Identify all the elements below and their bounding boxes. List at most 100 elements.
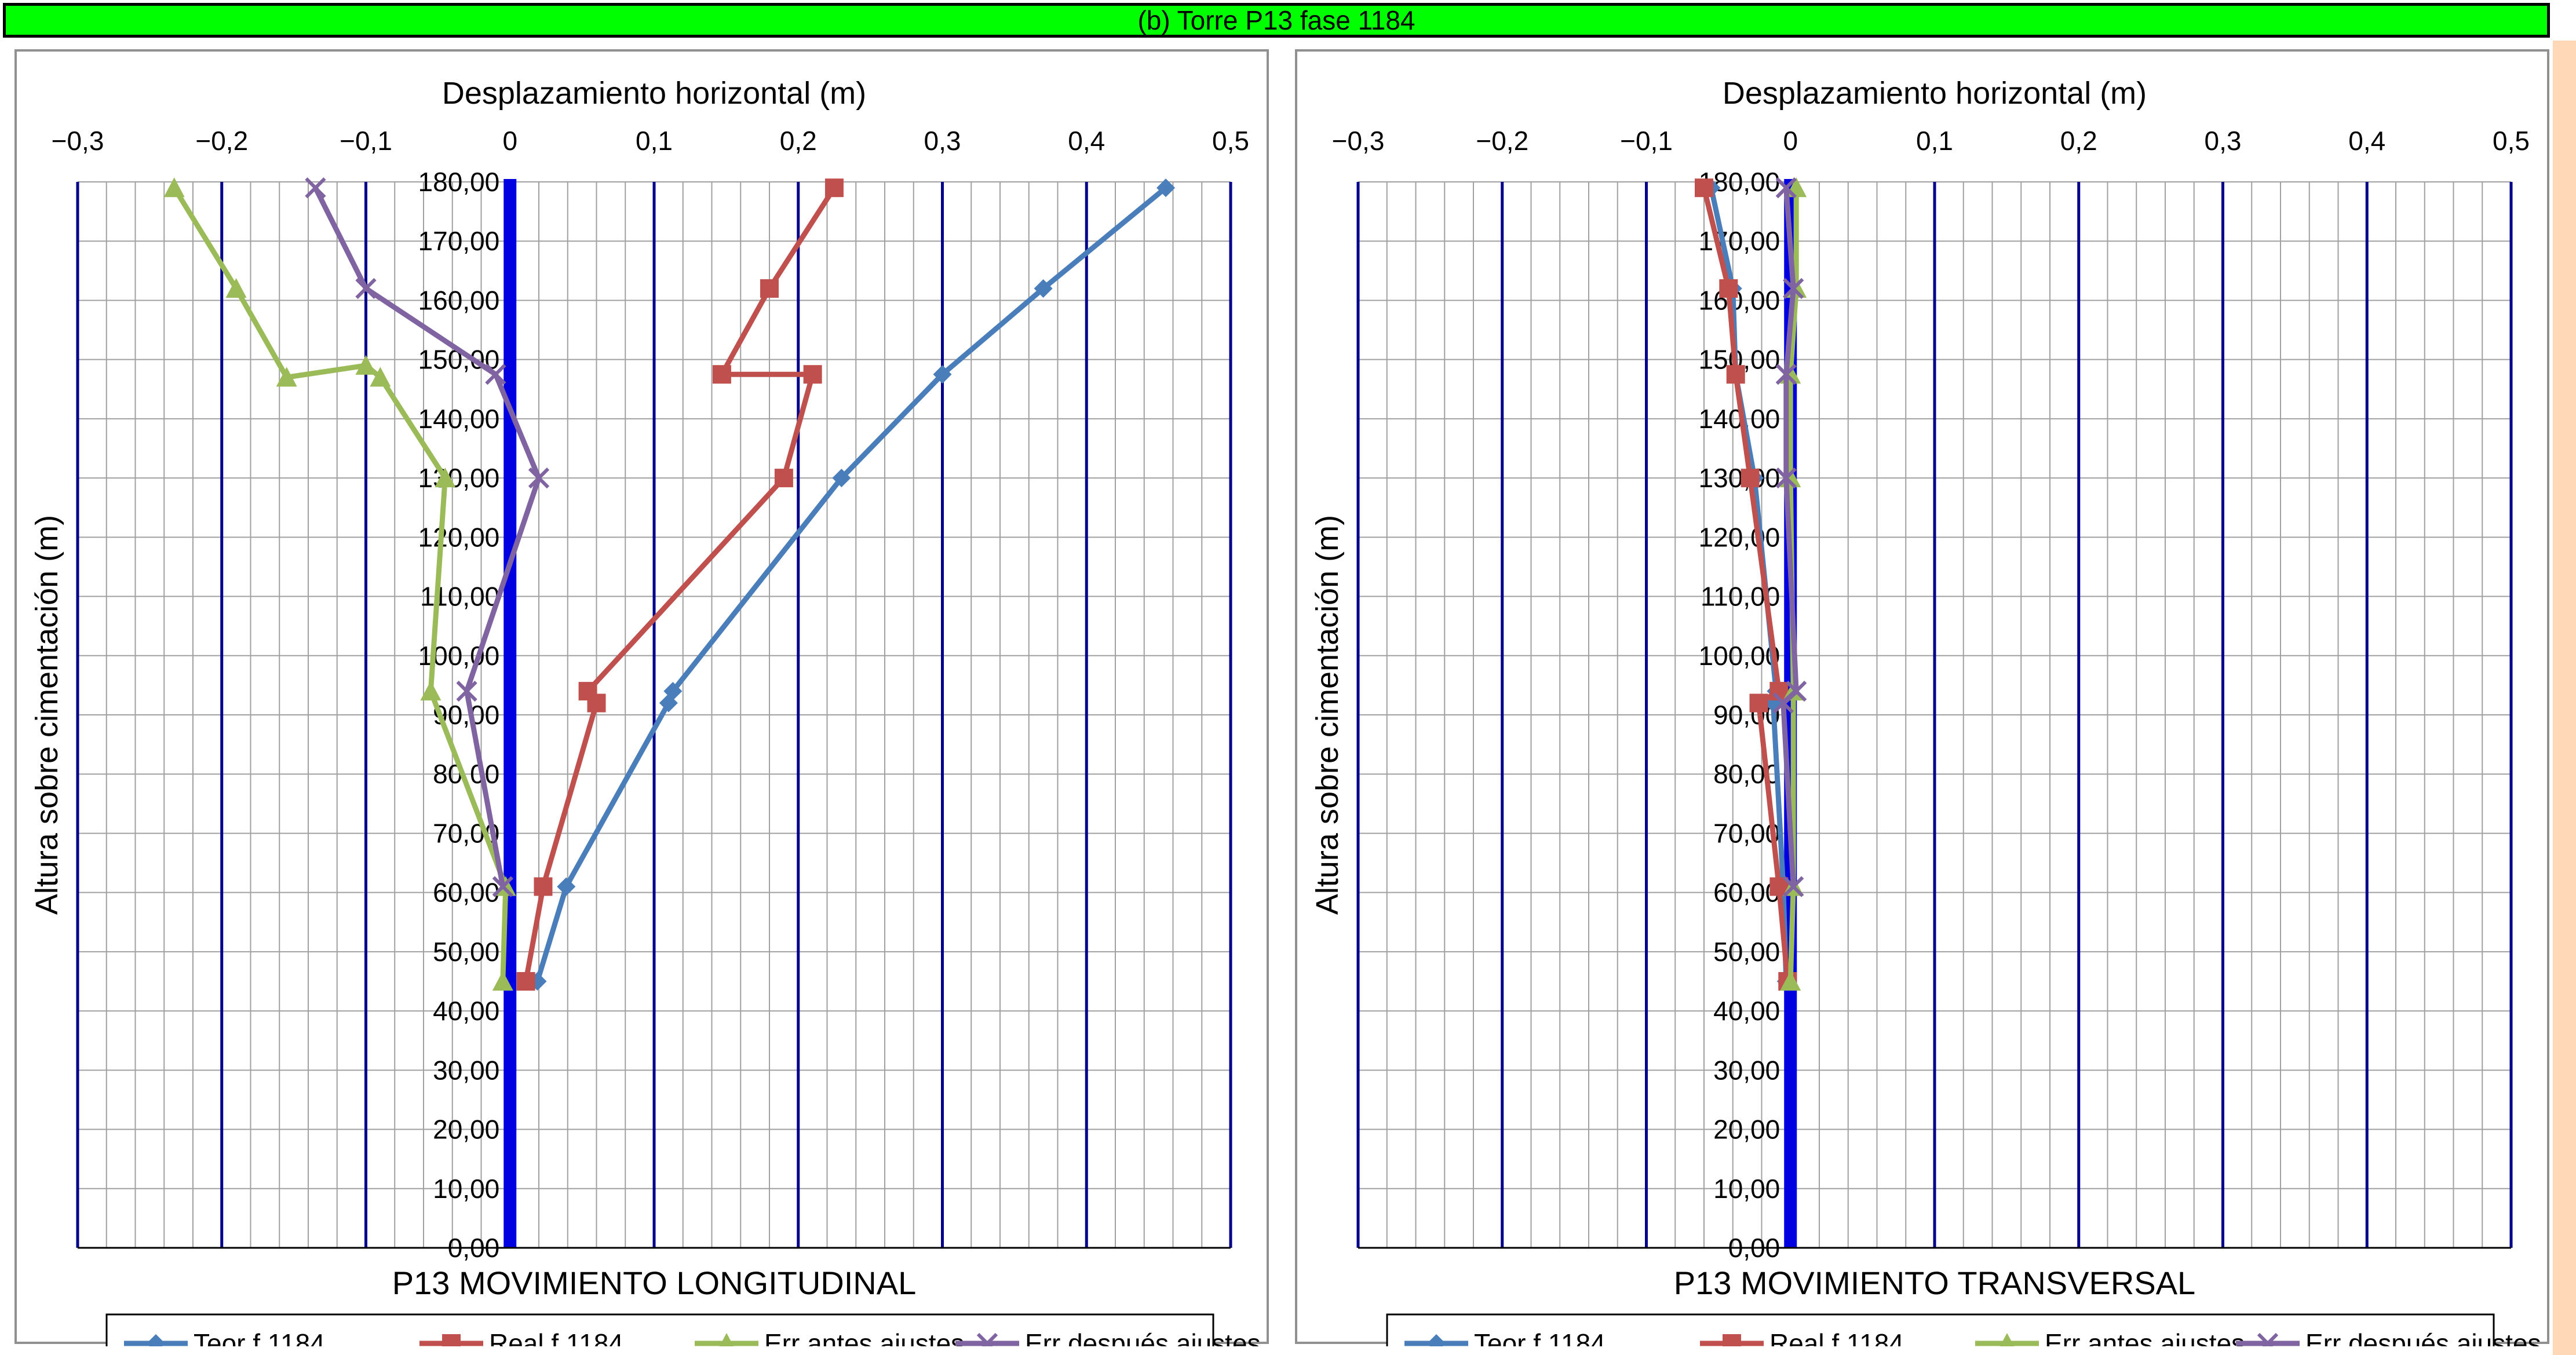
series-0	[528, 178, 1176, 991]
y-axis-label: Altura sobre cimentación (m)	[1310, 515, 1345, 915]
data-point	[163, 177, 185, 198]
data-point	[1719, 279, 1738, 298]
y-tick-label: 0,00	[448, 1233, 500, 1263]
y-tick-labels: 0,0010,0020,0030,0040,0050,0060,0070,008…	[418, 167, 500, 1263]
legend-label: Err después ajustes	[1025, 1328, 1261, 1346]
legend-label: Real f 1184	[489, 1328, 623, 1346]
data-point	[824, 178, 844, 198]
data-point	[1726, 365, 1745, 384]
data-point	[492, 876, 513, 897]
data-point	[719, 1333, 734, 1346]
data-point	[1783, 277, 1804, 300]
chart-panel-transversal: −0,3 −0,2 −0,1 0 0,1 0,2 0,3 0,4 0,5 0,00 10,00 20,…	[1295, 49, 2549, 1346]
legend-box	[1386, 1313, 2495, 1346]
data-point	[355, 355, 377, 375]
y-tick-label: 110,00	[420, 582, 499, 612]
x-tick-label: −0,2	[1476, 126, 1528, 156]
data-point	[1780, 971, 1801, 991]
data-point	[1749, 693, 1768, 713]
data-point	[1695, 178, 1713, 198]
legend-label: Real f 1184	[1769, 1328, 1904, 1346]
x-tick-label: −0,1	[1620, 126, 1673, 156]
series-line	[1701, 187, 1790, 982]
series-line	[523, 186, 837, 982]
data-point	[1775, 364, 1797, 385]
series-1	[516, 178, 844, 991]
x-tick-labels: −0,3 −0,2 −0,1 0 0,1 0,2 0,3 0,4 0,5	[52, 126, 1249, 156]
data-point	[225, 278, 247, 298]
series-line	[535, 185, 1167, 983]
legend-label: Err después ajustes	[2305, 1328, 2541, 1346]
data-point	[1999, 1333, 2015, 1346]
y-tick-label: 130,00	[1699, 463, 1780, 493]
y-tick-label: 60,00	[433, 878, 499, 908]
data-point	[1775, 467, 1797, 489]
data-point	[976, 1332, 998, 1346]
data-point	[1786, 680, 1807, 702]
data-point	[534, 877, 553, 896]
data-point	[516, 972, 535, 991]
x-tick-label: −0,3	[52, 126, 104, 156]
legend-label: Err antes ajustes	[764, 1328, 964, 1346]
chart-panel-longitudinal: −0,3 −0,2 −0,1 0 0,1 0,2 0,3 0,4 0,5 0,00 10,00 20,…	[14, 49, 1269, 1346]
x-tick-label: 0,1	[1916, 126, 1953, 156]
data-point	[1741, 469, 1760, 488]
series-line	[313, 187, 542, 887]
x-tick-labels: −0,3 −0,2 −0,1 0 0,1 0,2 0,3 0,4 0,5	[1332, 126, 2530, 156]
chart-title: P13 MOVIMIENTO LONGITUDINAL	[392, 1265, 916, 1301]
data-point	[370, 367, 391, 387]
y-tick-label: 30,00	[433, 1055, 499, 1085]
x-tick-label: 0	[1783, 126, 1798, 156]
data-point	[557, 877, 576, 896]
data-point	[528, 467, 550, 489]
legend: Teor f 1184 Real f 1184 Err antes ajustes E…	[1386, 1313, 2541, 1346]
figure-title: (b) Torre P13 fase 1184	[1137, 5, 1415, 35]
data-point	[712, 365, 731, 384]
chart-longitudinal: −0,3 −0,2 −0,1 0 0,1 0,2 0,3 0,4 0,5 0,00 10,00 20,…	[30, 76, 1261, 1346]
data-point	[420, 681, 442, 701]
data-point	[1156, 178, 1176, 198]
y-tick-label: 20,00	[433, 1115, 499, 1145]
data-point	[492, 971, 513, 991]
x-tick-label: 0,2	[780, 126, 817, 156]
data-point	[1427, 1334, 1446, 1346]
x-tick-label: 0,1	[636, 126, 673, 156]
data-point	[305, 177, 326, 199]
y-tick-label: 140,00	[418, 404, 500, 434]
data-point	[147, 1334, 165, 1346]
chart-transversal: −0,3 −0,2 −0,1 0 0,1 0,2 0,3 0,4 0,5 0,00 10,00 20,…	[1310, 76, 2541, 1346]
y-tick-label: 40,00	[433, 996, 499, 1026]
y-tick-label: 100,00	[1699, 641, 1780, 671]
data-point	[663, 682, 683, 701]
series-3	[305, 177, 550, 897]
major-grid	[76, 182, 1232, 1248]
y-tick-label: 30,00	[1713, 1055, 1780, 1085]
x-axis-label: Desplazamiento horizontal (m)	[1723, 76, 2147, 111]
data-point	[578, 682, 597, 701]
y-tick-label: 170,00	[418, 226, 500, 256]
side-strip	[2553, 41, 2576, 1355]
x-tick-label: 0,2	[2060, 126, 2097, 156]
data-point	[276, 367, 297, 387]
data-point	[435, 468, 456, 488]
x-tick-label: −0,2	[195, 126, 248, 156]
x-tick-label: 0	[502, 126, 517, 156]
data-point	[355, 277, 377, 300]
legend: Teor f 1184 Real f 1184 Err antes ajustes E…	[105, 1313, 1261, 1346]
y-tick-label: 10,00	[1713, 1174, 1780, 1204]
y-tick-label: 10,00	[433, 1174, 499, 1204]
x-axis-label: Desplazamiento horizontal (m)	[442, 76, 866, 111]
data-point	[456, 680, 477, 702]
data-point	[933, 365, 952, 384]
data-point	[1034, 279, 1053, 298]
y-tick-label: 120,00	[1699, 522, 1780, 552]
y-tick-label: 20,00	[1713, 1115, 1780, 1145]
x-tick-label: −0,1	[340, 126, 392, 156]
legend-box	[105, 1313, 1214, 1346]
y-tick-label: 50,00	[1713, 937, 1780, 967]
legend-label: Err antes ajustes	[2045, 1328, 2245, 1346]
data-point	[1783, 876, 1804, 897]
data-point	[2257, 1332, 2279, 1346]
data-point	[803, 365, 822, 384]
data-point	[1723, 1334, 1741, 1346]
